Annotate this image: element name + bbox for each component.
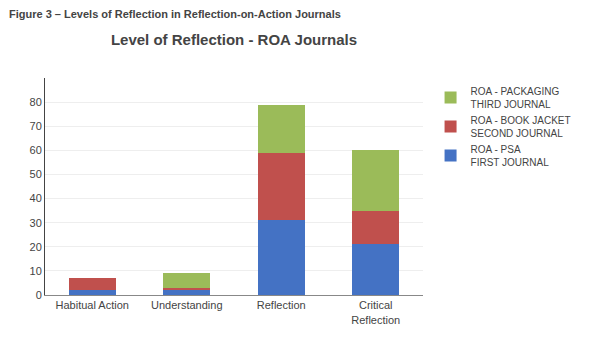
svg-text:ROA - PACKAGINGTHIRD JOURNAL: ROA - PACKAGINGTHIRD JOURNAL [471, 86, 560, 110]
svg-text:Level of Reflection - ROA Jour: Level of Reflection - ROA Journals [111, 31, 357, 48]
svg-text:40: 40 [30, 192, 42, 204]
svg-text:Figure 3 – Levels of Reflectio: Figure 3 – Levels of Reflection in Refle… [9, 8, 341, 20]
svg-text:80: 80 [30, 96, 42, 108]
svg-text:Reflection: Reflection [257, 299, 306, 311]
svg-text:Understanding: Understanding [151, 299, 223, 311]
svg-text:0: 0 [36, 289, 42, 301]
svg-text:20: 20 [30, 241, 42, 253]
svg-text:70: 70 [30, 120, 42, 132]
svg-text:10: 10 [30, 265, 42, 277]
svg-text:Habitual Action: Habitual Action [56, 299, 129, 311]
svg-text:ROA - BOOK JACKETSECOND JOURNA: ROA - BOOK JACKETSECOND JOURNAL [471, 115, 571, 139]
svg-text:ROA - PSAFIRST JOURNAL: ROA - PSAFIRST JOURNAL [471, 144, 550, 168]
svg-text:50: 50 [30, 168, 42, 180]
svg-text:CriticalReflection: CriticalReflection [351, 299, 400, 325]
svg-text:30: 30 [30, 217, 42, 229]
svg-text:60: 60 [30, 144, 42, 156]
